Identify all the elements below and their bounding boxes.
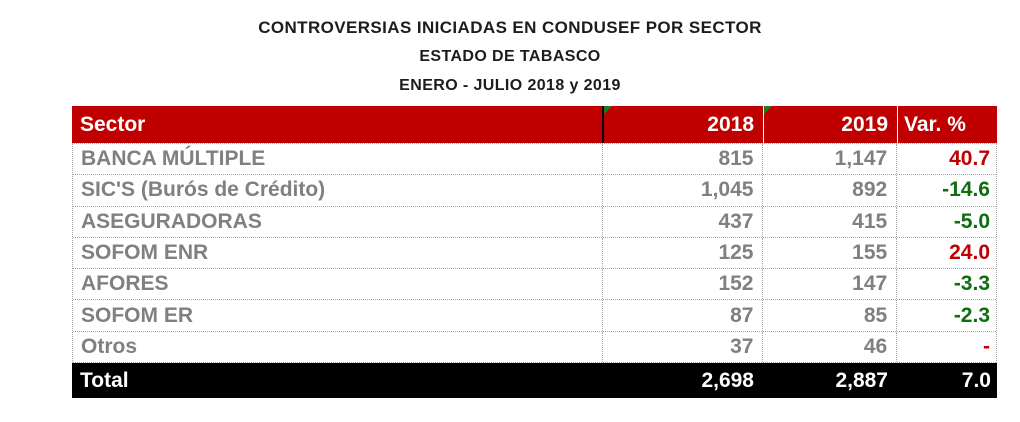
value-2019-cell: 892 xyxy=(762,175,896,206)
value-2018-cell: 37 xyxy=(601,331,763,363)
var-percent-cell: - xyxy=(896,331,996,363)
var-percent-cell: -3.3 xyxy=(896,269,996,300)
var-percent-cell: 40.7 xyxy=(896,144,996,175)
table-row: ASEGURADORAS 437 415 -5.0 xyxy=(73,206,996,238)
value-2019-cell: 85 xyxy=(762,300,896,331)
cell-flag-icon xyxy=(604,106,612,114)
controversias-table: Sector 2018 2019 Var. % BANCA MÚLTIPLE 8… xyxy=(72,106,997,399)
chart-title: CONTROVERSIAS INICIADAS EN CONDUSEF POR … xyxy=(258,18,762,37)
table-row: SOFOM ENR 125 155 24.0 xyxy=(73,237,996,270)
column-header-2019: 2019 xyxy=(763,106,897,143)
value-2018-cell: 152 xyxy=(601,269,763,300)
table-total-row: Total 2,698 2,887 7.0 xyxy=(72,363,997,399)
value-2019-cell: 415 xyxy=(762,206,896,237)
table-row: SIC'S (Burós de Crédito) 1,045 892 -14.6 xyxy=(73,175,996,207)
total-var-cell: 7.0 xyxy=(961,368,991,392)
column-header-2018: 2018 xyxy=(602,106,763,143)
value-2018-cell: 437 xyxy=(601,206,763,237)
sector-cell: SIC'S (Burós de Crédito) xyxy=(81,178,326,202)
table-row: BANCA MÚLTIPLE 815 1,147 40.7 xyxy=(73,144,996,176)
var-percent-cell: -5.0 xyxy=(896,206,996,237)
value-2019-cell: 46 xyxy=(762,331,896,363)
total-2018-cell: 2,698 xyxy=(701,368,754,392)
chart-period: ENERO - JULIO 2018 y 2019 xyxy=(399,77,621,94)
value-2019-cell: 147 xyxy=(762,269,896,300)
table-row: Otros 37 46 - xyxy=(73,331,996,364)
table-header-row: Sector 2018 2019 Var. % xyxy=(72,106,997,143)
value-2019-cell: 1,147 xyxy=(762,144,896,175)
table-row: AFORES 152 147 -3.3 xyxy=(73,269,996,301)
var-percent-cell: -2.3 xyxy=(896,300,996,331)
total-label-cell: Total xyxy=(80,368,129,392)
table-row: SOFOM ER 87 85 -2.3 xyxy=(73,300,996,332)
column-header-var: Var. % xyxy=(897,106,997,143)
column-header-2018-label: 2018 xyxy=(707,112,754,136)
value-2018-cell: 125 xyxy=(601,237,763,269)
title-block: CONTROVERSIAS INICIADAS EN CONDUSEF POR … xyxy=(0,13,1020,100)
chart-subtitle: ESTADO DE TABASCO xyxy=(419,48,601,65)
sector-cell: SOFOM ENR xyxy=(81,241,209,265)
sector-cell: SOFOM ER xyxy=(81,303,194,327)
total-2019-cell: 2,887 xyxy=(835,368,888,392)
sector-cell: BANCA MÚLTIPLE xyxy=(81,147,266,171)
column-header-sector: Sector xyxy=(80,112,146,136)
sector-cell: ASEGURADORAS xyxy=(81,209,262,233)
var-percent-cell: 24.0 xyxy=(896,237,996,269)
value-2018-cell: 87 xyxy=(601,300,763,331)
sector-cell: AFORES xyxy=(81,272,169,296)
sector-cell: Otros xyxy=(81,334,138,358)
column-header-2019-label: 2019 xyxy=(841,112,888,136)
value-2018-cell: 1,045 xyxy=(601,175,763,206)
cell-flag-icon xyxy=(764,106,772,114)
table-body: BANCA MÚLTIPLE 815 1,147 40.7 SIC'S (Bur… xyxy=(72,143,997,364)
value-2018-cell: 815 xyxy=(601,144,763,175)
value-2019-cell: 155 xyxy=(762,237,896,269)
var-percent-cell: -14.6 xyxy=(896,175,996,206)
